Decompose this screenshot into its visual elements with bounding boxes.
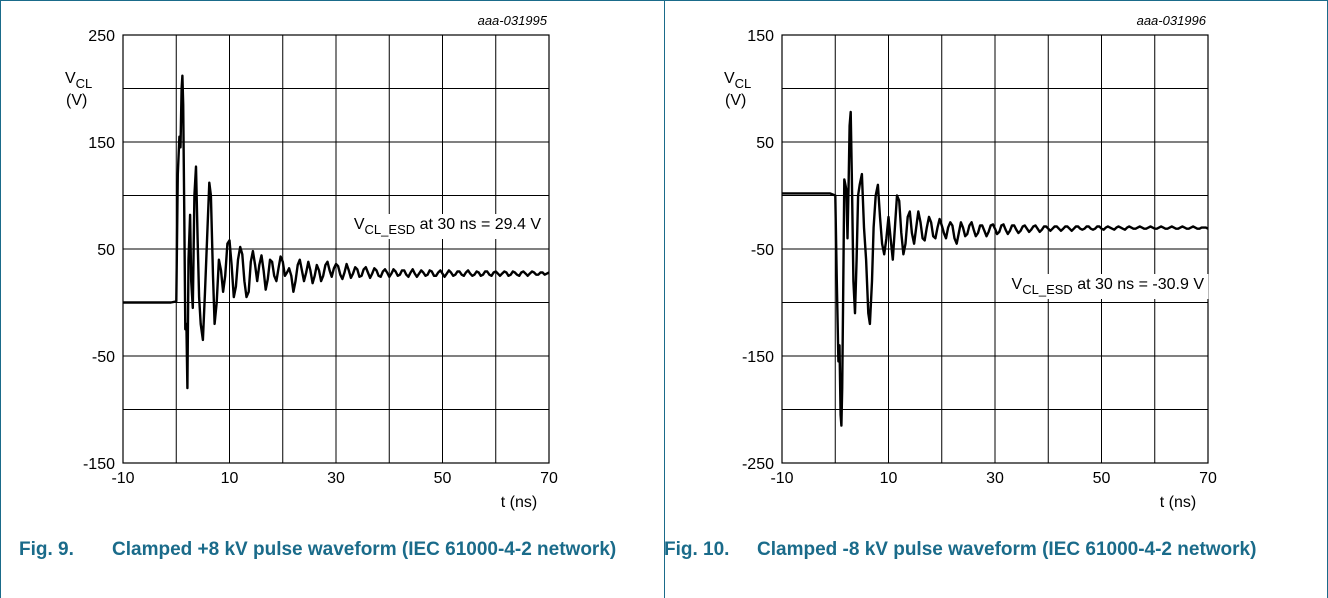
figure-number: Fig. 10. (664, 539, 730, 560)
x-tick-label: 10 (880, 470, 898, 487)
figure-panel-9: -10 10 30 50 70 -150 -50 50 150 250 t (ns) VCL (V) aa… (0, 0, 665, 598)
y-tick-label: -50 (751, 242, 774, 259)
chart-fig-9: -10 10 30 50 70 -150 -50 50 150 250 t (ns) VCL(V) aa… (65, 13, 558, 511)
figure-caption-9: Fig. 9. Clamped +8 kV pulse waveform (IEC… (19, 536, 649, 563)
annotation-background (349, 214, 546, 239)
plot-frame (122, 34, 550, 464)
y-tick-label: 50 (97, 242, 115, 259)
annotation-vcl-esd: VCL_ESD at 30 ns = -30.9 V (1012, 276, 1205, 297)
grid (122, 34, 550, 464)
y-axis-label: VCL (65, 70, 92, 91)
y-tick-label: -150 (83, 456, 115, 473)
waveform-series (123, 74, 550, 390)
figure-title: Clamped -8 kV pulse waveform (IEC 61000-… (757, 539, 1257, 560)
x-tick-label: -10 (770, 470, 793, 487)
annotation-background (1007, 274, 1209, 299)
y-tick-label: 150 (747, 28, 774, 45)
x-axis-label: t (ns) (1160, 494, 1196, 511)
x-tick-label: 70 (540, 470, 558, 487)
figure-id-label: aaa-031996 (1137, 13, 1207, 28)
y-tick-label: -150 (742, 349, 774, 366)
x-tick-label: -10 (111, 470, 134, 487)
plot-frame (781, 34, 1209, 464)
y-axis-label: VCL (724, 70, 751, 91)
x-tick-label: 30 (986, 470, 1004, 487)
figure-panel-10: -10 10 30 50 70 -250 -150 -50 50 150 t (ns) VCL (V) a… (664, 0, 1328, 598)
x-tick-label: 10 (221, 470, 239, 487)
figure-title: Clamped +8 kV pulse waveform (IEC 61000-… (112, 539, 617, 560)
chart-fig-10: -10 10 30 50 70 -250 -150 -50 50 150 t (ns) VCL(V) a… (724, 13, 1217, 511)
figure-id-label: aaa-031995 (478, 13, 548, 28)
x-tick-label: 70 (1199, 470, 1217, 487)
y-tick-label: 50 (756, 135, 774, 152)
y-tick-label: 150 (88, 135, 115, 152)
x-tick-label: 30 (327, 470, 345, 487)
y-axis-unit: (V) (725, 92, 746, 109)
x-tick-label: 50 (1093, 470, 1111, 487)
waveform-series (782, 110, 1209, 427)
x-axis-label: t (ns) (501, 494, 537, 511)
annotation-vcl-esd: VCL_ESD at 30 ns = 29.4 V (354, 216, 541, 237)
y-tick-label: -250 (742, 456, 774, 473)
x-tick-label: 50 (434, 470, 452, 487)
figure-number: Fig. 9. (19, 539, 74, 560)
grid (781, 34, 1209, 464)
y-tick-label: 250 (88, 28, 115, 45)
y-tick-label: -50 (92, 349, 115, 366)
figure-caption-10: Fig. 10. Clamped -8 kV pulse waveform (IE… (664, 536, 1304, 563)
y-axis-unit: (V) (66, 92, 87, 109)
